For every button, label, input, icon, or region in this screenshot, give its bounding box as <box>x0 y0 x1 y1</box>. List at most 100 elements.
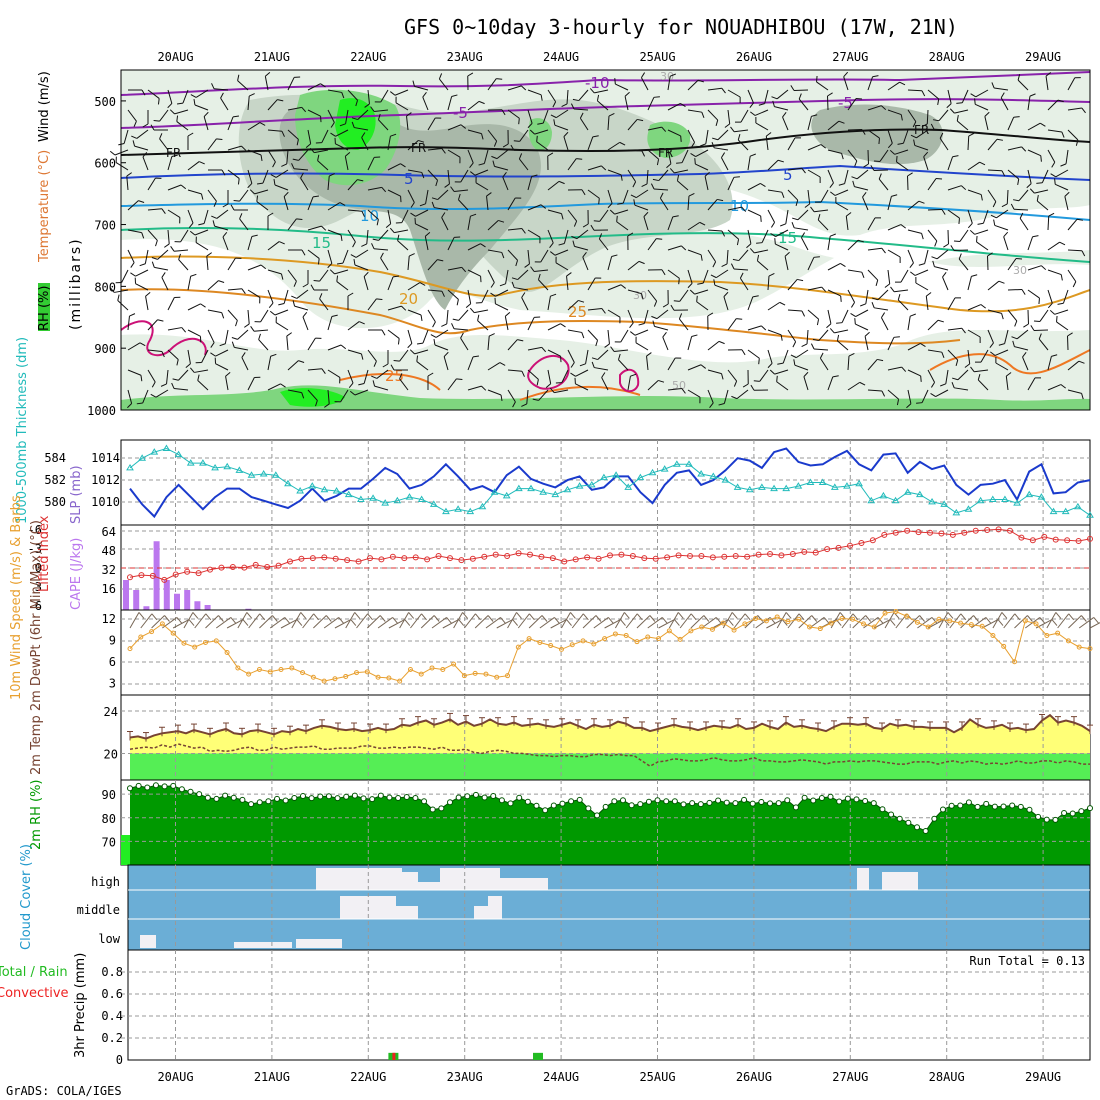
wind-barb-flag <box>930 392 936 397</box>
wind-barb-flag <box>566 272 572 277</box>
contour-10 <box>120 200 1091 221</box>
wind-barb-staff <box>622 189 629 204</box>
wind-barb-flag <box>1026 183 1032 189</box>
wind-barb-staff <box>256 201 269 211</box>
wind-barb-flag <box>210 352 216 357</box>
wind-barb-flag <box>441 148 446 154</box>
rh-marker <box>602 803 609 810</box>
rh-markers <box>127 782 1093 834</box>
wind-barb-staff <box>618 359 629 371</box>
surface-barb-flag <box>487 615 494 622</box>
wind-barb-flag <box>925 292 932 297</box>
rh-marker <box>334 795 341 802</box>
wind-barb-flag <box>909 262 914 268</box>
wind-barb-staff <box>855 309 869 318</box>
wind-barb-staff <box>507 197 516 211</box>
top-date-label: 25AUG <box>639 50 675 64</box>
wind-barb-flag <box>296 218 303 221</box>
wind-barb-flag <box>171 154 178 158</box>
wind-barb-staff <box>495 289 509 297</box>
rh-marker <box>178 786 185 793</box>
wind-barb-staff <box>203 209 209 224</box>
surface-barb-flag <box>350 619 357 626</box>
wind-barb-flag <box>339 202 346 206</box>
wind-barb-flag <box>553 119 556 126</box>
cape-bar <box>194 601 201 610</box>
lifted-index-marker <box>344 557 351 564</box>
wind-barb-flag <box>1012 340 1015 347</box>
surface-barb-staff <box>237 612 248 629</box>
wind-barb-flag <box>136 402 143 405</box>
wind-barb-staff <box>914 269 929 276</box>
wind-barb-staff <box>714 284 729 291</box>
wind-barb-staff <box>216 209 229 219</box>
wind-barb-flag <box>392 275 400 278</box>
wind-barb-staff <box>394 89 409 96</box>
wind-barb-staff <box>354 127 369 131</box>
wind-barb-flag <box>481 133 484 140</box>
surface-barb-staff <box>140 613 153 629</box>
wind-speed-marker <box>1065 638 1071 644</box>
wind-barb-flag <box>934 240 938 247</box>
wind-barb-flag <box>821 286 827 292</box>
wind-barb-staff <box>1067 218 1078 231</box>
lifted-index-marker <box>995 526 1002 533</box>
wind-barb-staff <box>627 309 634 324</box>
surface-barb-staff <box>183 612 194 629</box>
wind-barb-flag <box>550 114 557 119</box>
wind-barb-staff <box>380 257 389 271</box>
wind-barb-flag <box>830 233 836 237</box>
wind-barb-staff <box>1018 189 1029 202</box>
wind-barb-flag <box>412 80 415 87</box>
wind-barb-flag <box>141 232 145 239</box>
wind-barb-flag <box>410 202 415 208</box>
wind-barb-staff <box>441 217 449 231</box>
wind-barb-staff <box>647 238 657 251</box>
wind-barb-flag <box>572 98 579 102</box>
wind-barb-flag <box>431 197 438 201</box>
surface-barb-staff <box>215 617 232 629</box>
pressure-tick-label: 1000 <box>87 404 116 418</box>
wind-barb-staff <box>739 277 749 291</box>
lifted-index-marker <box>687 553 693 560</box>
wind-barb-flag <box>178 253 181 260</box>
contour-minus10 <box>120 71 1091 96</box>
cloud-high-5 <box>500 878 548 890</box>
wind-barb-staff <box>987 329 994 344</box>
wind-barb-flag <box>852 180 855 187</box>
surface-barb-flag <box>272 615 278 622</box>
wind-barb-flag <box>1029 93 1036 97</box>
rh-marker <box>853 796 860 803</box>
contour-label-50: 50 <box>672 379 686 392</box>
wind-speed-marker <box>461 673 467 679</box>
lifted-index-marker <box>401 555 408 562</box>
wind-barb-flag <box>435 180 439 187</box>
wind-barb-flag <box>511 277 518 281</box>
wind-barb-staff <box>747 325 762 331</box>
wind-barb-staff <box>135 269 149 277</box>
wind-barb-flag <box>1022 352 1027 358</box>
wind-barb-staff <box>887 389 899 400</box>
wind-barb-staff <box>347 89 358 101</box>
wind-barb-flag <box>419 282 426 286</box>
wind-speed-marker <box>149 629 155 635</box>
wind-barb-staff <box>774 369 789 375</box>
lifted-index-tick-label: 6 <box>35 599 42 613</box>
wind-barb-flag <box>952 377 959 381</box>
cloud-mid-2 <box>396 906 418 919</box>
rh-marker <box>308 795 315 802</box>
surface-barb-flag <box>757 615 764 622</box>
wind-barb-staff <box>187 329 201 337</box>
wind-barb-staff <box>640 77 649 91</box>
wind-barb-flag <box>721 230 726 237</box>
wind-barb-flag <box>441 323 447 327</box>
wind-barb-staff <box>646 169 649 185</box>
wind-barb-flag <box>176 102 184 105</box>
wind-barb-staff <box>627 260 640 271</box>
wind-barb-staff <box>307 337 316 351</box>
wind-barb-flag <box>161 208 166 214</box>
wind-barb-flag <box>589 88 595 94</box>
wind-barb-staff <box>587 277 596 291</box>
